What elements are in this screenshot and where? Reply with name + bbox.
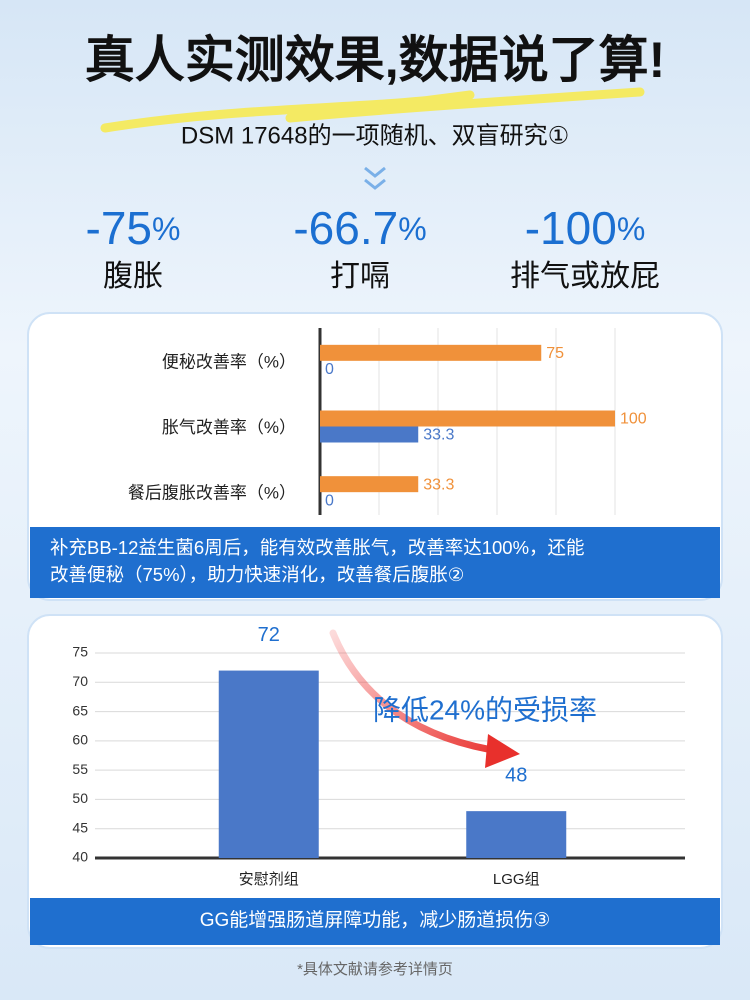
y-tick-label: 45 [72, 819, 88, 835]
x-tick-label: 安慰剂组 [239, 870, 299, 888]
stat-value: -75% [86, 202, 181, 254]
stat-value: -66.7% [293, 202, 426, 254]
arrow [329, 629, 509, 756]
caption-band [30, 898, 720, 945]
charts: 便秘改善率（%） 75 0 胀气改善率（%） 100 33.3 餐后腹胀改善率（%） 33.3… [50, 328, 685, 931]
y-tick-label: 65 [72, 702, 88, 718]
y-tick-label: 70 [72, 673, 88, 689]
y-tick-label: 50 [72, 790, 88, 806]
data-label: 33.3 [423, 427, 454, 444]
caption-line: 补充BB-12益生菌6周后，能有效改善胀气，改善率达100%，还能 [50, 537, 585, 558]
data-label: 48 [505, 764, 527, 786]
stat-label: 腹胀 [103, 260, 163, 293]
stat-unit: % [152, 211, 180, 247]
subtitle: DSM 17648的一项随机、双盲研究① [181, 122, 569, 149]
y-tick-label: 55 [72, 761, 88, 777]
bar [320, 476, 419, 493]
bar [320, 410, 615, 427]
data-label: 33.3 [423, 476, 454, 493]
y-tick-label: 便秘改善率（%） [162, 352, 296, 371]
footnote: *具体文献请参考详情页 [297, 961, 453, 978]
chevrons [364, 166, 386, 190]
data-label: 75 [546, 345, 564, 362]
stat-unit: % [617, 211, 645, 247]
caption: 补充BB-12益生菌6周后，能有效改善胀气，改善率达100%，还能改善便秘（75… [50, 537, 585, 585]
stat-label: 排气或放屁 [510, 260, 660, 293]
y-tick-label: 胀气改善率（%） [162, 418, 296, 437]
bar [320, 426, 419, 443]
bar [320, 344, 542, 361]
x-tick-label: LGG组 [493, 871, 540, 888]
y-tick-label: 75 [72, 644, 88, 660]
caption: GG能增强肠道屏障功能，减少肠道损伤③ [200, 909, 551, 931]
data-label: 0 [325, 492, 334, 509]
y-tick-label: 60 [72, 732, 88, 748]
page-title: 真人实测效果,数据说了算! [85, 32, 666, 88]
data-label: 72 [258, 624, 280, 646]
stat-number: -100 [525, 202, 617, 254]
stat-unit: % [398, 211, 426, 247]
stat-label: 打嗝 [330, 260, 390, 293]
highlight-scribble [100, 87, 645, 133]
data-label: 0 [325, 361, 334, 378]
stat-value: -100% [525, 202, 646, 254]
annotation: 降低24%的受损率 [373, 694, 597, 725]
bar [218, 670, 319, 858]
data-label: 100 [620, 411, 647, 428]
caption-line: 改善便秘（75%），助力快速消化，改善餐后腹胀② [50, 564, 464, 585]
stat-number: -75 [86, 202, 152, 254]
arrow-head [485, 734, 520, 768]
stat-number: -66.7 [293, 202, 398, 254]
caption-band [30, 527, 720, 598]
bar [466, 811, 567, 858]
card [27, 614, 723, 949]
stats-row: -75%腹胀-66.7%打嗝-100%排气或放屁 [86, 202, 660, 293]
y-tick-label: 40 [72, 849, 88, 865]
y-tick-label: 餐后腹胀改善率（%） [128, 484, 296, 503]
